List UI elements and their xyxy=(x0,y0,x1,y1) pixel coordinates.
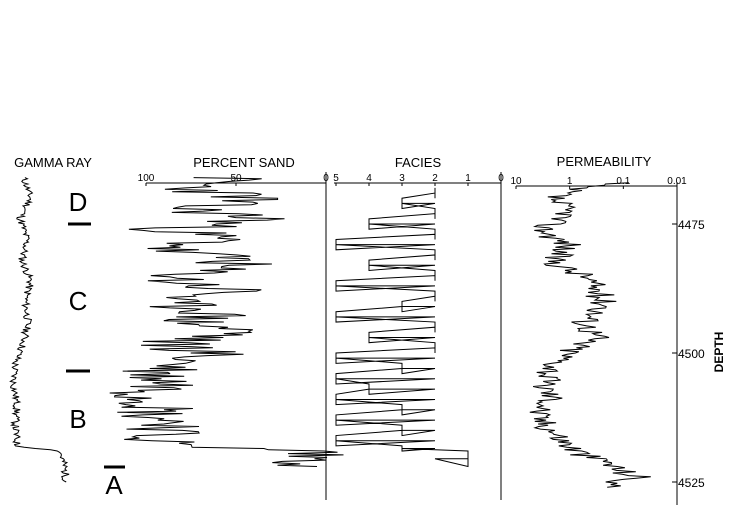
depth-tick-label: 4475 xyxy=(678,218,705,232)
percent-sand-tick-label: 100 xyxy=(138,173,155,184)
facies-title: FACIES xyxy=(395,155,442,170)
percent-sand-title: PERCENT SAND xyxy=(193,155,295,170)
zone-label-d: D xyxy=(69,187,88,217)
zone-label-c: C xyxy=(69,286,88,316)
permeability-tick-label: 0.1 xyxy=(616,176,630,187)
facies-tick-label: 4 xyxy=(366,173,372,184)
permeability-tick-label: 1 xyxy=(567,176,573,187)
percent-sand-ticks: 100 50 0 xyxy=(138,173,329,186)
permeability-title: PERMEABILITY xyxy=(557,154,652,169)
permeability-tick-label: 0.01 xyxy=(667,176,687,187)
zone-label-b: B xyxy=(69,404,86,434)
facies-tick-label: 0 xyxy=(498,173,504,184)
depth-tick-label: 4525 xyxy=(678,476,705,490)
zone-label-a: A xyxy=(105,470,123,500)
permeability-tick-label: 10 xyxy=(510,176,522,187)
gamma-ray-title: GAMMA RAY xyxy=(14,155,92,170)
facies-tick-label: 1 xyxy=(465,173,471,184)
percent-sand-curve xyxy=(109,177,344,467)
gamma-ray-curve xyxy=(9,177,70,483)
facies-curve xyxy=(335,187,469,468)
depth-ticks: 4475 4500 4525 xyxy=(672,218,705,490)
permeability-ticks: 10 1 0.1 0.01 xyxy=(510,176,687,189)
facies-tick-label: 3 xyxy=(399,173,405,184)
percent-sand-tick-label: 0 xyxy=(323,173,329,184)
facies-tick-label: 2 xyxy=(432,173,438,184)
facies-tick-label: 5 xyxy=(333,173,339,184)
depth-axis-label: DEPTH xyxy=(712,332,726,373)
depth-tick-label: 4500 xyxy=(678,347,705,361)
permeability-curve xyxy=(529,182,651,488)
facies-ticks: 5 4 3 2 1 0 xyxy=(333,173,504,186)
